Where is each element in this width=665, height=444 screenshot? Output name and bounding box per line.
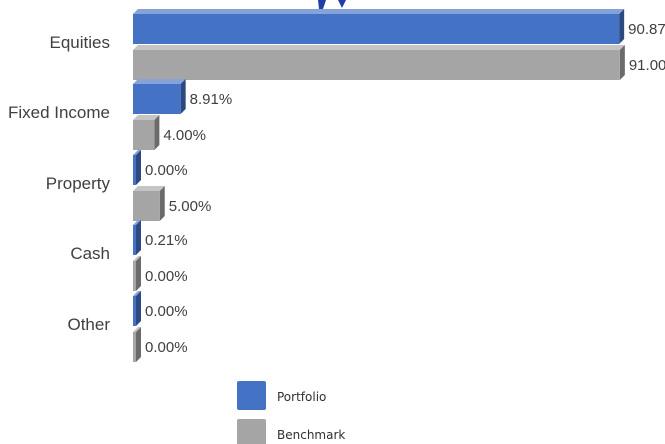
bar-top-face <box>133 291 141 296</box>
bar-top-face <box>133 115 160 120</box>
bar-top-face <box>133 150 141 155</box>
bar-side-face <box>136 256 141 291</box>
bar-front-face <box>133 296 136 326</box>
legend-swatch <box>237 419 266 444</box>
bar-top-face <box>133 186 165 191</box>
bar <box>133 256 141 291</box>
data-label: 4.00% <box>163 127 206 144</box>
legend-swatch <box>237 381 266 410</box>
data-label: 0.00% <box>145 268 188 285</box>
bar-front-face <box>133 84 181 114</box>
bar-top-face <box>133 327 141 332</box>
bar-side-face <box>136 150 141 185</box>
category-label: Cash <box>70 244 110 263</box>
bar-top-face <box>133 256 141 261</box>
bar-front-face <box>133 225 136 255</box>
bar <box>133 45 625 80</box>
bar <box>133 186 165 221</box>
bar-top-face <box>133 45 625 50</box>
data-label: 0.00% <box>145 303 188 320</box>
data-label: 0.00% <box>145 339 188 356</box>
bar-front-face <box>133 120 155 150</box>
bar <box>133 9 625 44</box>
bar-side-face <box>159 186 165 221</box>
bar-front-face <box>133 50 620 80</box>
bar-front-face <box>133 261 136 291</box>
data-label: 90.87% <box>628 21 665 38</box>
legend-label: Benchmark <box>277 428 345 442</box>
bar <box>133 220 141 255</box>
data-label: 5.00% <box>169 198 212 215</box>
category-label: Fixed Income <box>8 103 110 122</box>
bar <box>133 115 160 150</box>
legend: Portfolio Benchmark <box>237 381 345 444</box>
legend-label: Portfolio <box>277 390 326 404</box>
bar-top-face <box>133 79 186 84</box>
bar-front-face <box>133 332 136 362</box>
bar-side-face <box>136 220 141 255</box>
data-label: 8.91% <box>190 91 233 108</box>
bar <box>133 291 141 326</box>
labels-layer: Equities 90.87% 91.00% Fixed Income 8.91% 4.0… <box>8 21 665 356</box>
bar-side-face <box>136 291 141 326</box>
bars-layer <box>133 9 625 362</box>
bar-front-face <box>133 14 620 44</box>
title-fragment <box>318 0 346 9</box>
bar <box>133 150 141 185</box>
bar-side-face <box>619 45 625 80</box>
category-label: Equities <box>50 33 110 52</box>
bar-side-face <box>136 327 141 362</box>
bar-front-face <box>133 155 136 185</box>
bar-side-face <box>154 115 160 150</box>
bar <box>133 79 186 114</box>
data-label: 91.00% <box>629 57 665 74</box>
data-label: 0.00% <box>145 162 188 179</box>
bar-top-face <box>133 220 141 225</box>
data-label: 0.21% <box>145 232 188 249</box>
bar-side-face <box>619 9 625 44</box>
category-label: Property <box>46 174 111 193</box>
bar-top-face <box>133 9 625 14</box>
bar <box>133 327 141 362</box>
bar-front-face <box>133 191 160 221</box>
category-label: Other <box>67 315 110 334</box>
bar-side-face <box>180 79 186 114</box>
